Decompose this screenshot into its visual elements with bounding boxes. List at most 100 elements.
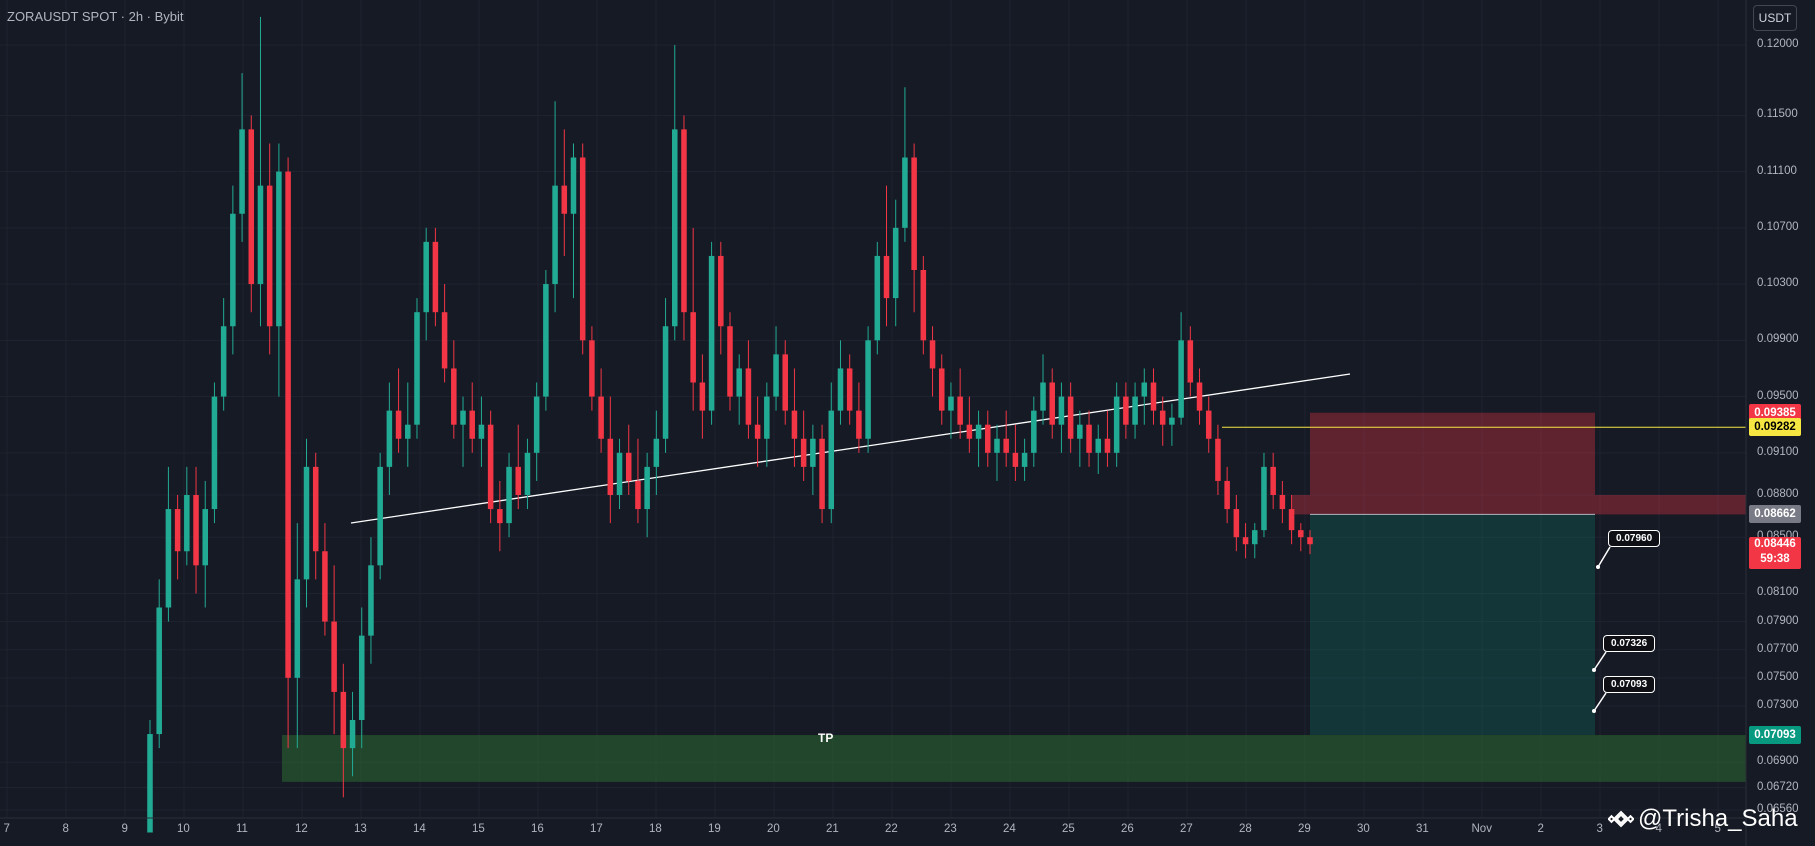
candle-body: [994, 438, 1000, 453]
candle: [699, 354, 706, 439]
candle-body: [276, 171, 282, 327]
candle: [469, 382, 475, 453]
candle-body: [1215, 438, 1221, 481]
candle-body: [174, 509, 181, 552]
candle: [1261, 452, 1267, 538]
candle: [322, 523, 328, 636]
callout-pointer: [1597, 546, 1611, 568]
candle-body: [1233, 509, 1240, 538]
candle-body: [322, 551, 328, 622]
callout-anchor: [1596, 565, 1600, 569]
time-tick-label: 3: [1596, 823, 1603, 835]
candle-body: [405, 424, 411, 439]
candle-body: [837, 368, 844, 411]
candle-body: [1067, 396, 1074, 439]
watermark: @Trisha_Saha: [1608, 805, 1798, 833]
candle-body: [653, 438, 660, 467]
price-tick-label: 0.09100: [1757, 445, 1799, 458]
target-price-tag: 0.07093: [1749, 726, 1801, 745]
candle-body: [248, 129, 255, 285]
price-callout[interactable]: 0.07093: [1603, 676, 1656, 693]
candle-body: [1279, 495, 1286, 510]
candle-body: [1021, 452, 1028, 467]
candle: [662, 298, 669, 453]
candle-body: [607, 438, 614, 495]
candle: [1031, 396, 1037, 467]
candle-body: [1242, 537, 1249, 545]
time-tick-label: 10: [177, 823, 190, 835]
candle-body: [1261, 466, 1267, 531]
candle-body: [1169, 417, 1175, 425]
candle: [892, 199, 899, 327]
candle: [736, 354, 742, 425]
price-callout[interactable]: 0.07960: [1608, 530, 1661, 547]
candle: [1021, 438, 1028, 481]
candle: [1095, 424, 1102, 474]
candle: [754, 396, 761, 467]
time-tick-label: 25: [1062, 823, 1075, 835]
candle: [957, 368, 963, 439]
candle-body: [874, 255, 881, 341]
candle: [1132, 382, 1138, 439]
candle-body: [1224, 480, 1230, 510]
candle-body: [1187, 340, 1194, 383]
candle-body: [451, 368, 457, 425]
candle-body: [469, 410, 475, 439]
candle-body: [662, 326, 669, 439]
candle: [1104, 410, 1111, 467]
symbol-title[interactable]: ZORAUSDT SPOT · 2h · Bybit: [7, 9, 184, 24]
candle-body: [1058, 396, 1065, 425]
candle: [1141, 368, 1148, 425]
candle-body: [423, 241, 429, 313]
candle-body: [294, 579, 301, 678]
candle: [165, 466, 172, 622]
candle-body: [1298, 530, 1304, 538]
candle-body: [561, 185, 568, 214]
candle: [506, 452, 512, 538]
time-tick-label: 4: [1655, 823, 1662, 835]
candle: [1178, 312, 1184, 425]
candle-body: [1012, 452, 1019, 467]
profit-zone[interactable]: [1310, 514, 1595, 736]
candle-body: [966, 424, 973, 439]
candle-body: [395, 410, 402, 439]
candle: [451, 340, 457, 439]
candle-body: [1270, 466, 1276, 495]
price-tick-label: 0.07900: [1757, 614, 1799, 627]
candle: [948, 382, 954, 439]
candle: [1298, 523, 1304, 552]
candle-body: [1205, 410, 1212, 439]
time-tick-label: 9: [121, 823, 128, 835]
candle-body: [211, 396, 218, 510]
candle: [810, 424, 816, 495]
candle-body: [589, 340, 595, 397]
stop-loss-zone[interactable]: [1310, 412, 1595, 495]
currency-button[interactable]: USDT: [1753, 5, 1797, 31]
candle: [276, 143, 282, 397]
price-callout[interactable]: 0.07326: [1603, 635, 1656, 652]
candle-body: [543, 284, 549, 397]
candle: [543, 270, 549, 411]
tp-zone[interactable]: [282, 735, 1746, 782]
candle-body: [1159, 410, 1166, 425]
price-tick-label: 0.06720: [1757, 780, 1799, 793]
candle-body: [1104, 438, 1111, 453]
candle: [653, 410, 660, 495]
candle-body: [616, 452, 623, 495]
candle: [607, 396, 614, 524]
time-tick-label: 18: [649, 823, 662, 835]
candle-body: [220, 326, 227, 397]
candle-body: [515, 466, 522, 495]
time-tick-label: 31: [1416, 823, 1429, 835]
candle-body: [644, 466, 650, 510]
candle-body: [708, 255, 715, 411]
candle: [579, 143, 586, 355]
time-tick-label: 8: [62, 823, 69, 835]
candle-body: [1178, 340, 1184, 418]
price-tick-label: 0.10700: [1757, 220, 1799, 233]
watermark-handle: @Trisha_Saha: [1638, 805, 1798, 832]
price-tick-label: 0.07700: [1757, 642, 1799, 655]
candle: [929, 326, 936, 397]
stop-loss-zone-lower[interactable]: [1292, 495, 1746, 515]
